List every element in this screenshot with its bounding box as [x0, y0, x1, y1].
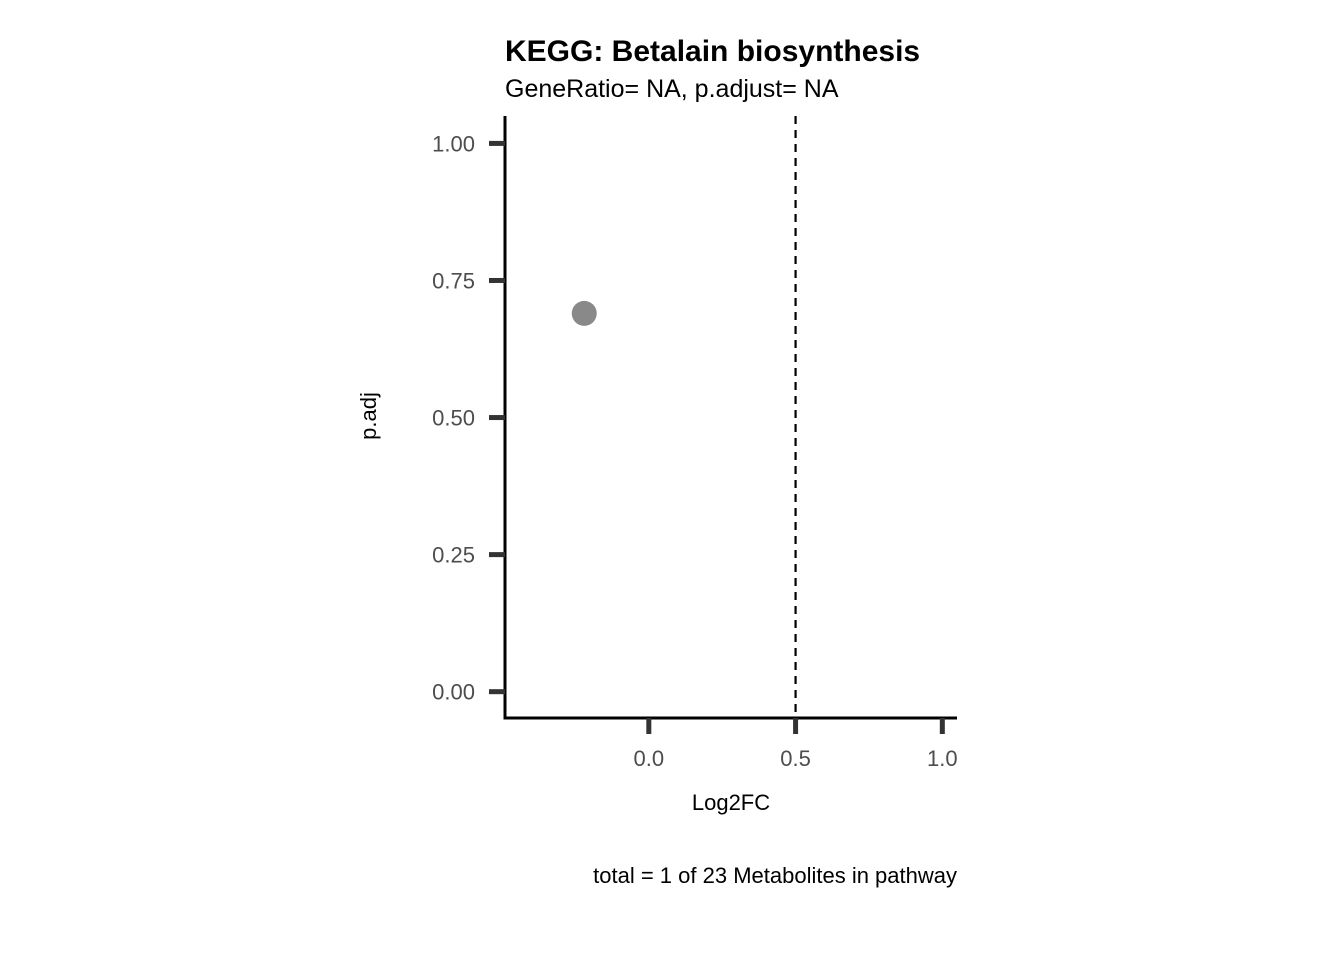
x-axis-ticks: 0.0 0.5 1.0: [634, 718, 958, 771]
y-tick-label: 0.00: [432, 680, 475, 705]
y-tick-label: 0.25: [432, 543, 475, 568]
x-axis-title: Log2FC: [692, 790, 770, 815]
y-axis-ticks: 0.00 0.25 0.50 0.75 1.00: [432, 131, 505, 705]
x-tick-label: 0.0: [634, 746, 665, 771]
data-point: [571, 300, 597, 326]
data-points: [571, 300, 597, 326]
y-tick-label: 0.75: [432, 268, 475, 293]
x-tick-label: 0.5: [780, 746, 811, 771]
y-tick-label: 0.50: [432, 406, 475, 431]
chart-title: KEGG: Betalain biosynthesis: [505, 35, 920, 68]
y-axis-title: p.adj: [356, 392, 381, 440]
chart-caption: total = 1 of 23 Metabolites in pathway: [593, 863, 957, 888]
x-tick-label: 1.0: [927, 746, 958, 771]
chart-subtitle: GeneRatio= NA, p.adjust= NA: [505, 75, 839, 103]
plot-area: [503, 116, 957, 720]
y-tick-label: 1.00: [432, 131, 475, 156]
